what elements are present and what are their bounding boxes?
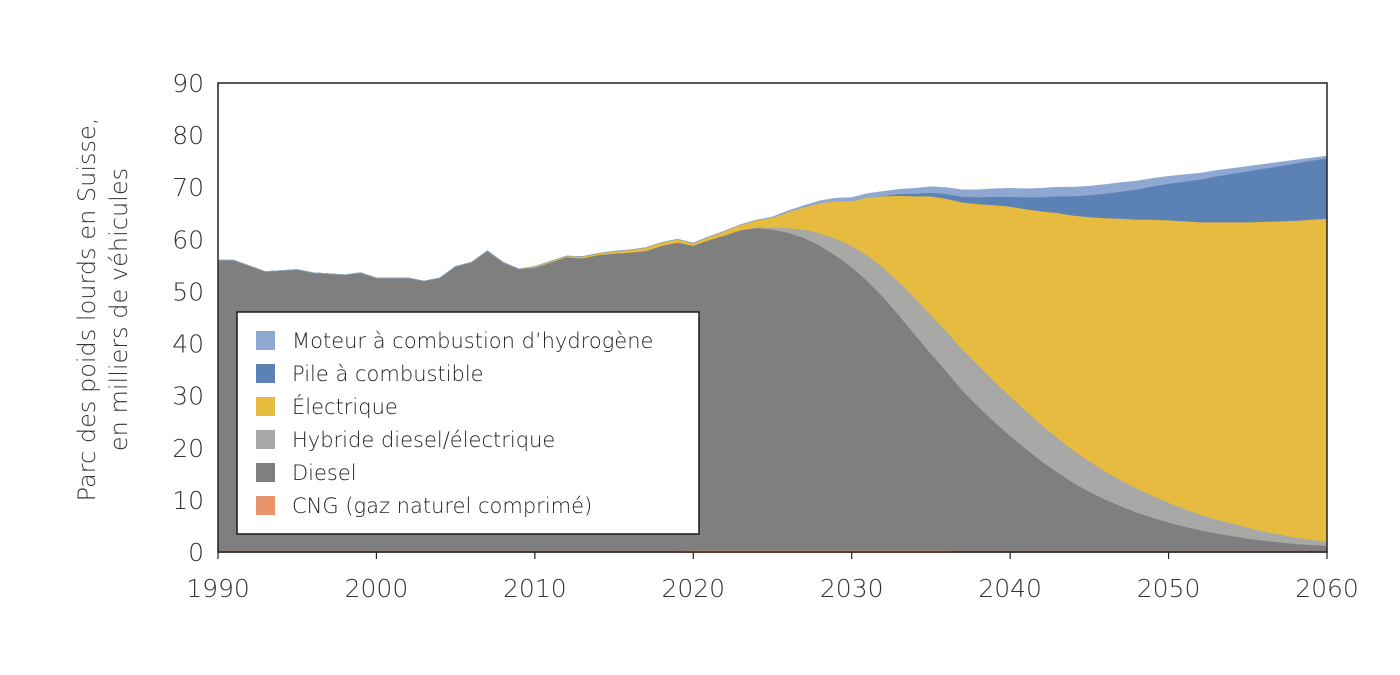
legend-swatch	[256, 364, 275, 383]
x-tick-label: 2000	[345, 574, 409, 603]
x-tick-label: 2050	[1137, 574, 1201, 603]
x-tick-label: 1990	[186, 574, 250, 603]
y-tick-label: 90	[172, 69, 204, 98]
x-tick-label: 2060	[1295, 574, 1359, 603]
legend-swatch	[256, 397, 275, 416]
y-tick-label: 80	[172, 121, 204, 150]
x-tick-label: 2010	[503, 574, 567, 603]
x-tick-label: 2030	[820, 574, 884, 603]
legend-swatch	[256, 496, 275, 515]
legend-label: Moteur à combustion d’hydrogène	[292, 329, 653, 353]
y-tick-label: 50	[172, 277, 204, 306]
y-tick-label: 10	[172, 486, 204, 515]
plot-frame	[217, 82, 1328, 553]
y-tick-label: 70	[172, 173, 204, 202]
x-tick-label: 2040	[978, 574, 1042, 603]
y-tick-label: 20	[172, 434, 204, 463]
legend-label: Diesel	[292, 461, 357, 485]
legend-label: Électrique	[292, 394, 398, 419]
legend-swatch	[256, 463, 275, 482]
legend: Moteur à combustion d’hydrogène Pile à co…	[236, 311, 700, 535]
y-axis-label-line-2: en milliers de véhicules	[105, 168, 133, 451]
y-tick-label: 0	[188, 538, 204, 567]
y-tick-label: 30	[172, 382, 204, 411]
y-axis-ticks: 0 10 20 30 40 50 60 70 80 90	[172, 69, 204, 567]
legend-label: CNG (gaz naturel comprimé)	[292, 494, 592, 518]
y-tick-label: 40	[172, 330, 204, 359]
y-tick-label: 60	[172, 225, 204, 254]
y-axis-label-line-1: Parc des poids lourds en Suisse,	[73, 118, 101, 502]
x-axis-ticks: 1990 2000 2010 2020 2030 2040 2050 2060	[186, 552, 1359, 603]
x-tick-label: 2020	[661, 574, 725, 603]
legend-swatch	[256, 331, 275, 350]
legend-swatch	[256, 430, 275, 449]
legend-label: Hybride diesel/électrique	[292, 428, 555, 452]
legend-label: Pile à combustible	[292, 362, 484, 386]
legend-box	[236, 311, 700, 535]
